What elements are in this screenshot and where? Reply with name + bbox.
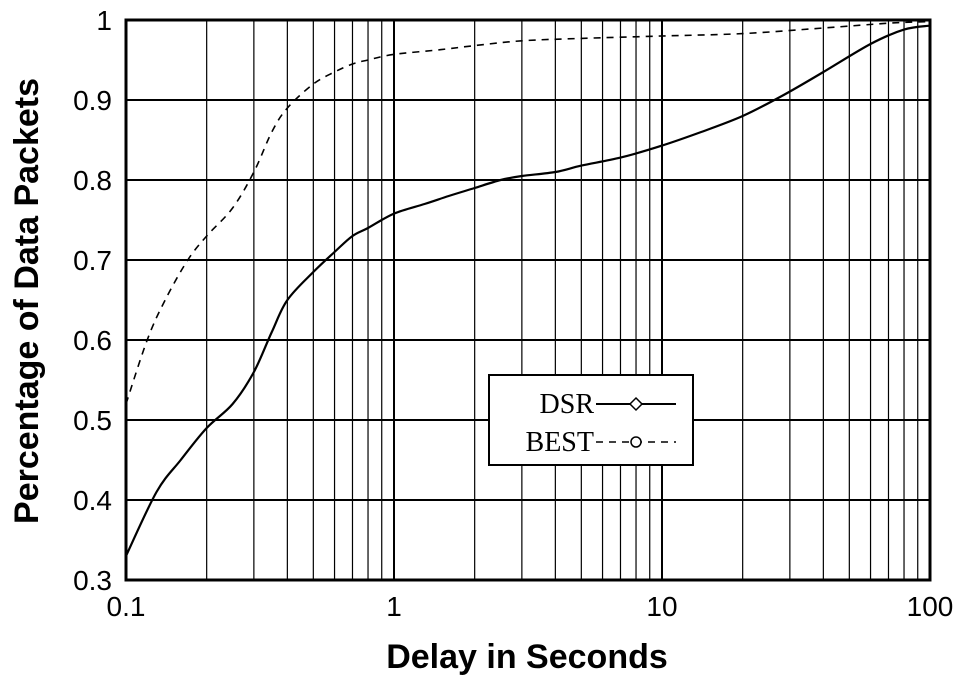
y-tick-label: 0.5 <box>73 405 112 436</box>
x-axis-title: Delay in Seconds <box>386 638 668 676</box>
legend: DSR BEST <box>488 374 694 466</box>
x-tick-labels: 0.1 1 10 100 <box>107 591 954 622</box>
x-tick-label: 10 <box>646 591 677 622</box>
x-tick-label: 0.1 <box>107 591 146 622</box>
grid-major <box>126 20 930 580</box>
y-tick-label: 1 <box>96 5 112 36</box>
legend-marker-best <box>630 436 642 448</box>
legend-marker-dsr <box>628 396 644 412</box>
y-tick-label: 0.8 <box>73 165 112 196</box>
x-tick-label: 100 <box>907 591 954 622</box>
y-axis-title: Percentage of Data Packets <box>8 78 46 524</box>
legend-label-dsr: DSR <box>540 389 595 420</box>
plot-frame <box>124 18 932 582</box>
y-tick-label: 0.4 <box>73 485 112 516</box>
y-tick-label: 0.6 <box>73 325 112 356</box>
series-layer <box>125 20 931 557</box>
series-line-dsr <box>125 24 931 557</box>
y-tick-label: 0.9 <box>73 85 112 116</box>
x-tick-label: 1 <box>386 591 402 622</box>
grid-minor <box>206 20 919 580</box>
legend-box <box>488 374 694 466</box>
legend-label-best: BEST <box>526 427 594 458</box>
series-line-best <box>125 20 931 405</box>
y-tick-label: 0.3 <box>73 565 112 596</box>
y-tick-labels: 0.3 0.4 0.5 0.6 0.7 0.8 0.9 1 <box>73 5 112 596</box>
y-tick-label: 0.7 <box>73 245 112 276</box>
